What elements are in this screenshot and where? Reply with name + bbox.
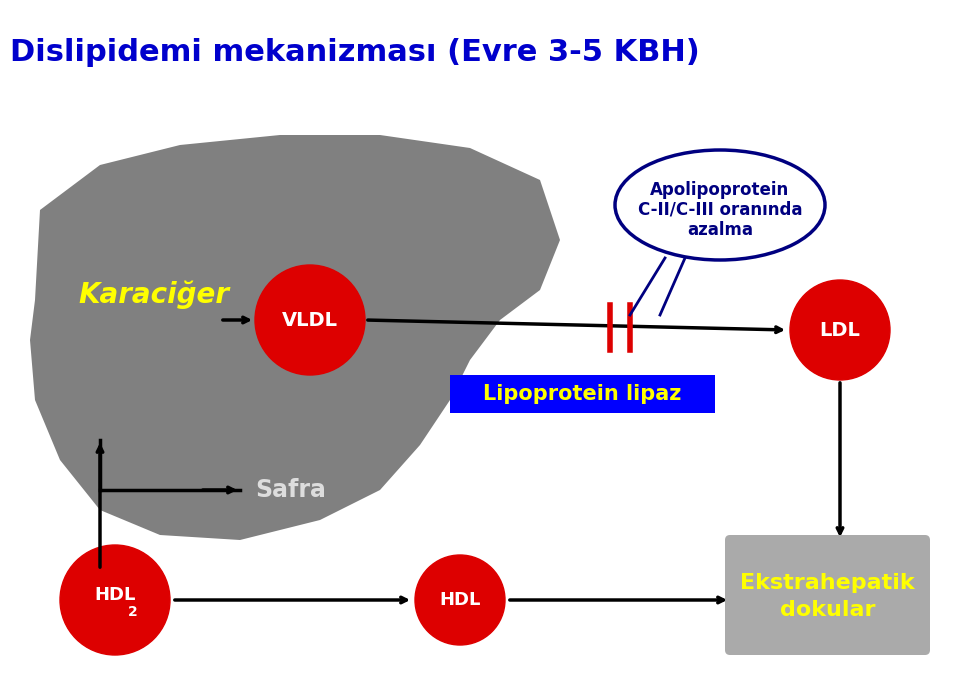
- Text: HDL: HDL: [94, 586, 135, 604]
- Text: HDL: HDL: [440, 591, 481, 609]
- FancyBboxPatch shape: [450, 375, 715, 413]
- Circle shape: [255, 265, 365, 375]
- Text: Dislipidemi mekanizması (Evre 3-5 KBH): Dislipidemi mekanizması (Evre 3-5 KBH): [10, 38, 700, 67]
- Text: Karaciğer: Karaciğer: [78, 281, 229, 309]
- Text: Lipoprotein lipaz: Lipoprotein lipaz: [483, 384, 682, 404]
- Text: Apolipoprotein: Apolipoprotein: [650, 181, 790, 199]
- Circle shape: [60, 545, 170, 655]
- Circle shape: [790, 280, 890, 380]
- Text: azalma: azalma: [687, 221, 753, 239]
- Text: LDL: LDL: [820, 320, 860, 340]
- Text: Ekstrahepatik: Ekstrahepatik: [740, 573, 915, 593]
- Text: Safra: Safra: [255, 478, 325, 502]
- Ellipse shape: [615, 150, 825, 260]
- FancyBboxPatch shape: [725, 535, 930, 655]
- Circle shape: [415, 555, 505, 645]
- Polygon shape: [30, 135, 560, 540]
- Text: 2: 2: [128, 605, 138, 619]
- Text: dokular: dokular: [780, 600, 876, 620]
- Text: VLDL: VLDL: [282, 311, 338, 329]
- Text: C-II/C-III oranında: C-II/C-III oranında: [637, 201, 803, 219]
